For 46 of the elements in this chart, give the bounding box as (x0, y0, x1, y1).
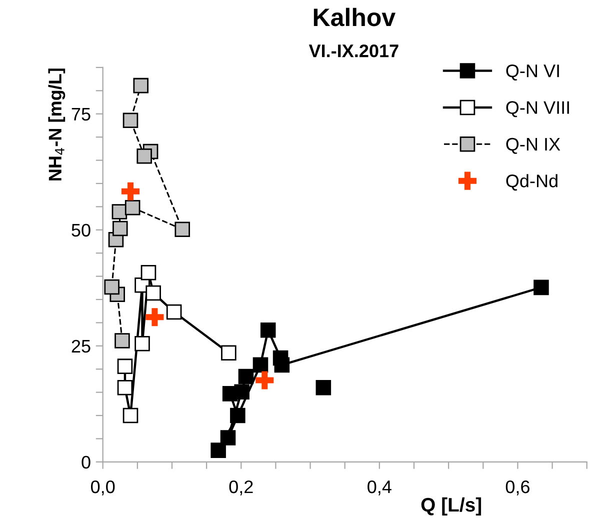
point (104, 279, 120, 295)
point (121, 182, 140, 200)
point (220, 430, 236, 446)
legend-label: Q-N IX (506, 138, 560, 154)
y-tick-label: 75 (72, 108, 90, 121)
point (238, 368, 254, 384)
point (112, 204, 128, 220)
point (260, 322, 276, 338)
point (134, 336, 150, 352)
point (316, 380, 332, 396)
x-axis-title: Q [L/s] (421, 497, 482, 516)
point (122, 408, 138, 424)
point (221, 345, 236, 360)
point (124, 200, 140, 216)
point (210, 442, 226, 458)
point (112, 220, 128, 236)
point (136, 148, 152, 164)
x-tick-label: 0,6 (506, 480, 530, 496)
point (252, 357, 268, 373)
x-tick-label: 0,2 (229, 480, 253, 496)
point (140, 264, 156, 280)
point (274, 357, 290, 373)
point (133, 78, 149, 94)
x-tick-label: 0,4 (368, 480, 392, 496)
y-tick-label: 25 (72, 340, 90, 353)
y-tick-label: 0 (82, 456, 90, 469)
legend-label: Q-N VIII (506, 101, 569, 118)
point (256, 371, 274, 390)
chart-subtitle: VI.-IX.2017 (308, 44, 398, 58)
y-axis-title: NH$_{4}$-N [mg/L] (48, 68, 66, 180)
point (117, 380, 133, 396)
x-tick-label: 0,0 (91, 480, 115, 496)
chart-title: Kalhov (314, 8, 396, 26)
point (146, 285, 161, 301)
point (117, 358, 133, 374)
point (146, 308, 164, 326)
point (122, 112, 138, 128)
point (174, 222, 190, 238)
legend-label: Q-N VI (506, 64, 559, 80)
point (234, 384, 250, 400)
point (230, 408, 246, 424)
legend-label: Qd-Nd (506, 174, 558, 191)
point (166, 304, 182, 320)
y-tick-label: 50 (72, 224, 90, 237)
point (114, 333, 130, 348)
point (534, 280, 549, 296)
